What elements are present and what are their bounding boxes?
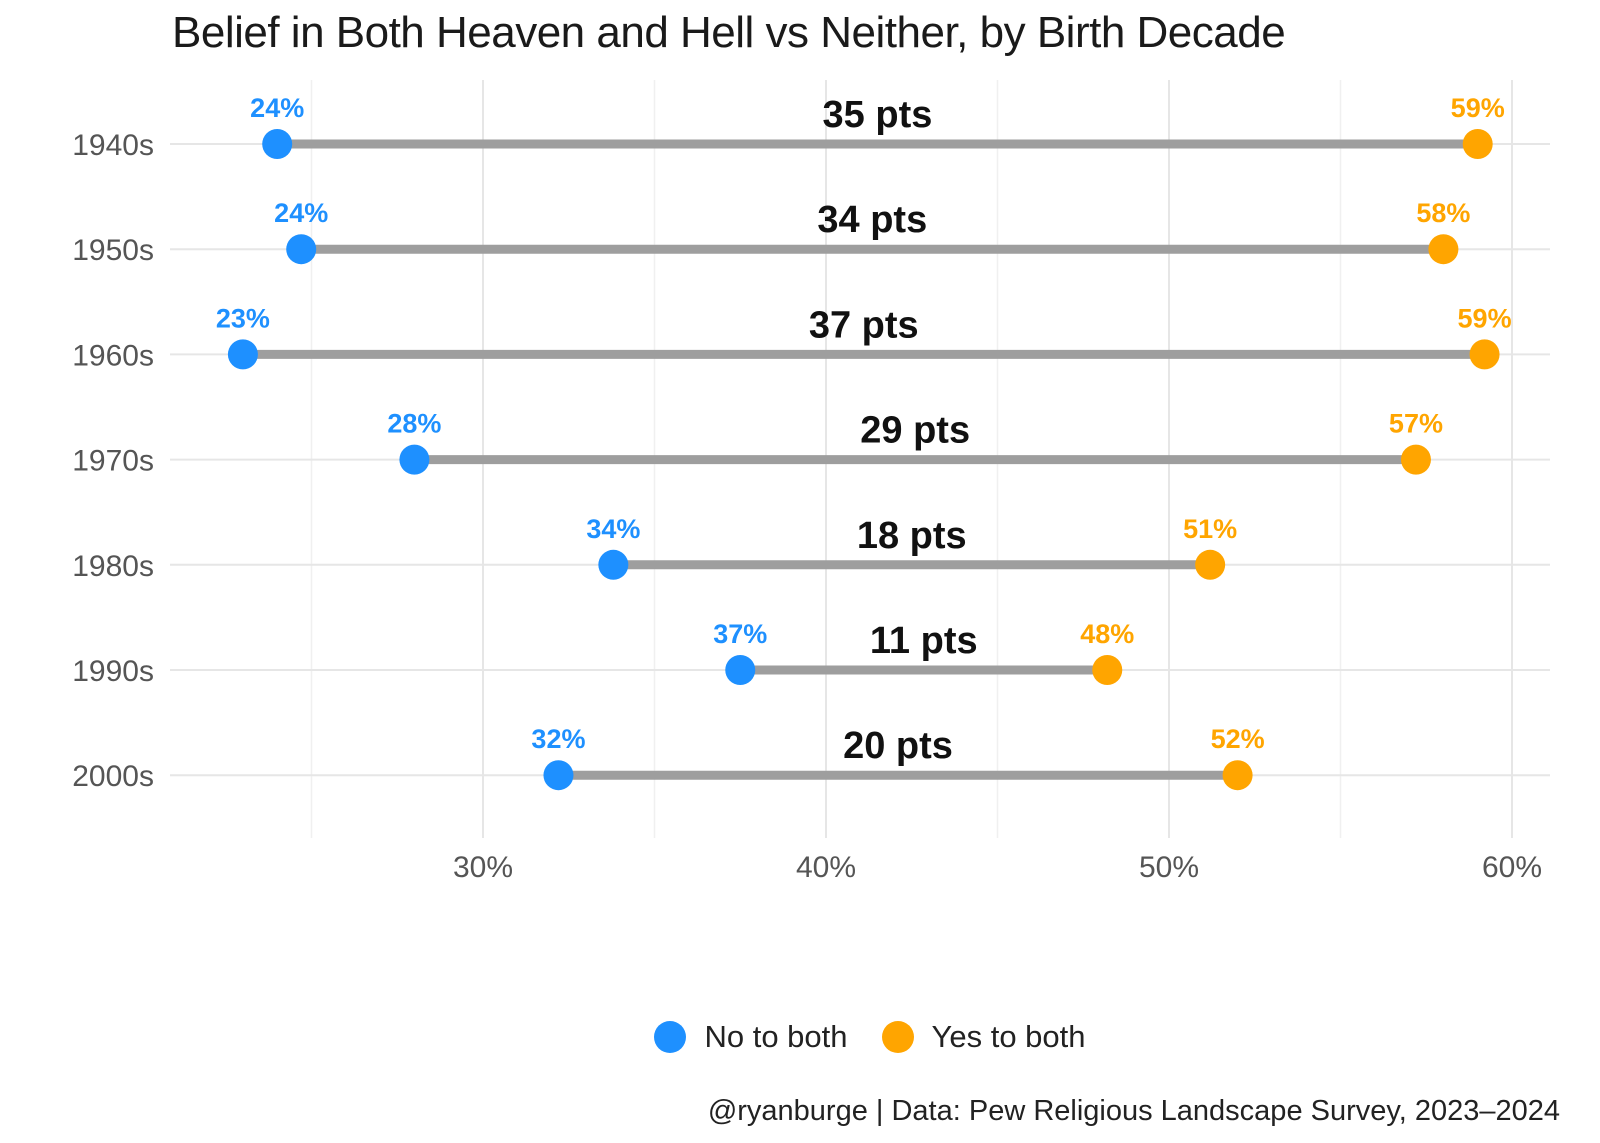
y-tick-label: 2000s — [72, 760, 154, 793]
data-label-no-to-both: 37% — [713, 619, 767, 649]
data-label-no-to-both: 24% — [274, 198, 328, 228]
legend-label-yes-to-both: Yes to both — [931, 1019, 1086, 1054]
gap-label: 37 pts — [809, 304, 919, 346]
data-label-yes-to-both: 58% — [1416, 198, 1470, 228]
point-yes-to-both — [1195, 549, 1226, 580]
x-tick-label: 30% — [453, 851, 513, 884]
data-label-yes-to-both: 59% — [1458, 303, 1512, 333]
legend: No to both Yes to both — [70, 1012, 1600, 1062]
gap-label: 18 pts — [857, 515, 967, 557]
legend-label-no-to-both: No to both — [704, 1019, 848, 1054]
data-label-no-to-both: 32% — [531, 724, 585, 754]
gap-label: 34 pts — [817, 199, 927, 241]
y-tick-label: 1970s — [72, 445, 154, 478]
x-tick-label: 60% — [1482, 851, 1542, 884]
chart-caption: @ryanburge | Data: Pew Religious Landsca… — [707, 1095, 1560, 1127]
data-label-no-to-both: 28% — [387, 409, 441, 439]
point-no-to-both — [399, 444, 430, 475]
data-label-yes-to-both: 59% — [1451, 93, 1505, 123]
data-label-no-to-both: 23% — [216, 303, 270, 333]
y-tick-label: 1940s — [72, 129, 154, 162]
point-no-to-both — [262, 129, 293, 159]
data-label-no-to-both: 34% — [586, 514, 640, 544]
data-label-no-to-both: 24% — [250, 93, 304, 123]
point-yes-to-both — [1428, 234, 1459, 265]
point-no-to-both — [227, 339, 258, 370]
x-tick-label: 50% — [1139, 851, 1199, 884]
data-label-yes-to-both: 51% — [1183, 514, 1237, 544]
point-no-to-both — [598, 549, 629, 580]
point-yes-to-both — [1222, 760, 1253, 791]
chart-title: Belief in Both Heaven and Hell vs Neithe… — [172, 8, 1286, 57]
y-tick-label: 1950s — [72, 234, 154, 267]
legend-swatch-no-to-both — [654, 1021, 687, 1053]
legend-swatch-yes-to-both — [881, 1021, 914, 1053]
gap-label: 20 pts — [843, 725, 953, 767]
point-no-to-both — [543, 760, 574, 791]
gap-label: 35 pts — [823, 94, 933, 136]
data-label-yes-to-both: 52% — [1211, 724, 1265, 754]
point-yes-to-both — [1400, 444, 1431, 475]
point-no-to-both — [286, 234, 317, 265]
point-no-to-both — [725, 655, 756, 685]
y-tick-label: 1960s — [72, 339, 154, 372]
y-tick-label: 1990s — [72, 655, 154, 688]
legend-item-no-to-both: No to both — [654, 1019, 848, 1055]
y-tick-label: 1980s — [72, 550, 154, 583]
point-yes-to-both — [1092, 655, 1123, 685]
gap-label: 29 pts — [860, 410, 970, 452]
x-tick-label: 40% — [796, 851, 856, 884]
point-yes-to-both — [1462, 129, 1493, 159]
gap-label: 11 pts — [870, 620, 978, 662]
legend-item-yes-to-both: Yes to both — [881, 1019, 1086, 1055]
point-yes-to-both — [1469, 339, 1500, 370]
data-label-yes-to-both: 48% — [1080, 619, 1134, 649]
data-label-yes-to-both: 57% — [1389, 409, 1443, 439]
